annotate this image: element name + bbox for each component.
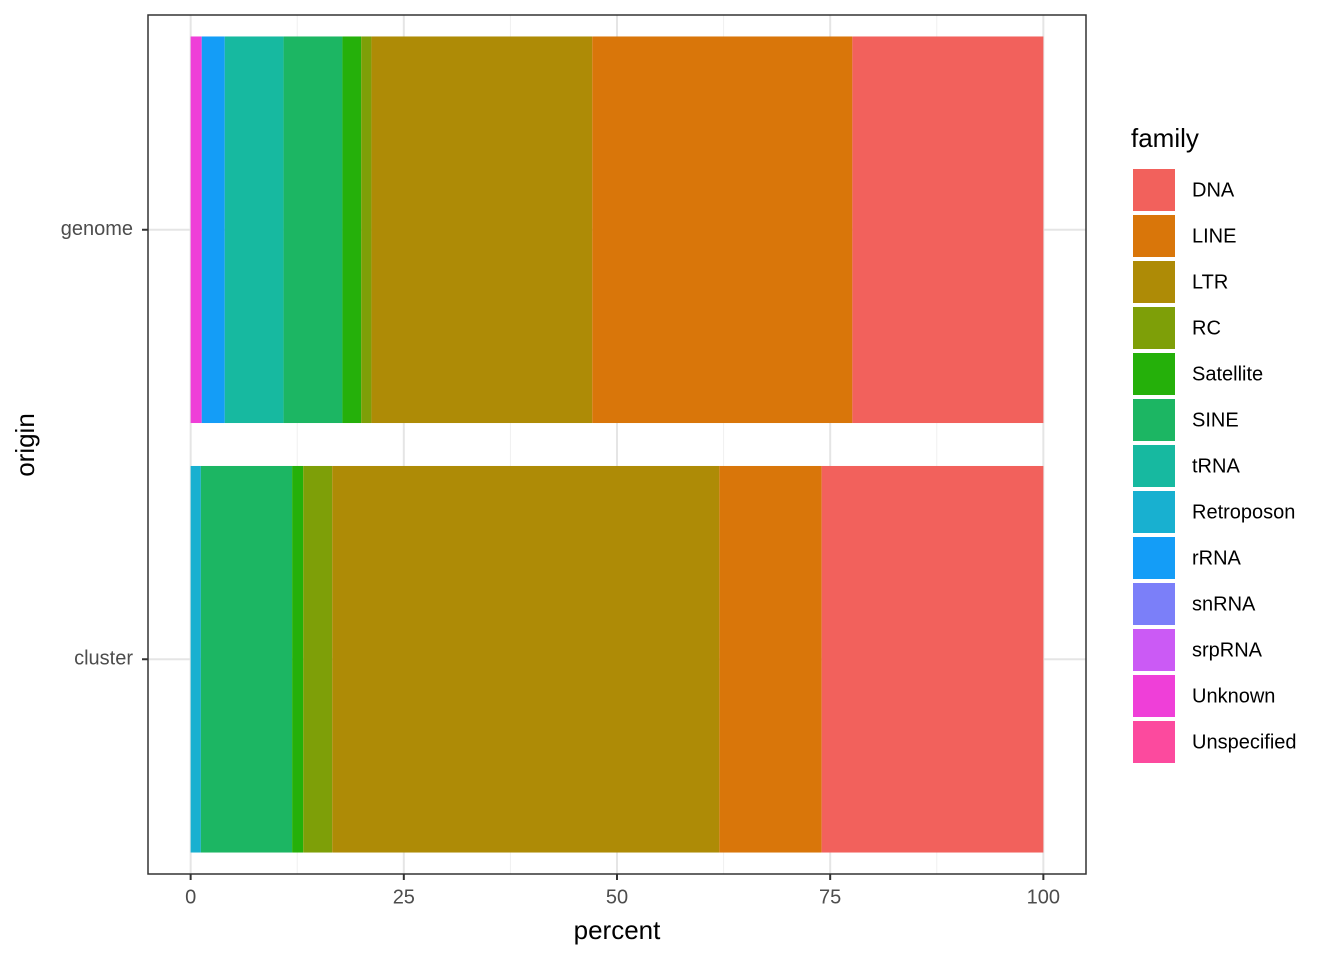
legend-label: Unspecified <box>1192 731 1297 753</box>
legend-key <box>1133 399 1175 441</box>
legend-key <box>1133 675 1175 717</box>
bar-segment <box>190 465 201 853</box>
bar-segment <box>719 465 822 853</box>
legend-key <box>1133 261 1175 303</box>
y-tick-label: genome <box>61 218 133 240</box>
bar-segment <box>224 36 284 424</box>
legend-label: rRNA <box>1192 547 1242 569</box>
y-axis-title: origin <box>10 413 40 477</box>
legend-label: srpRNA <box>1192 639 1263 661</box>
bar-segment <box>361 36 372 424</box>
bar-segment <box>852 36 1044 424</box>
legend-key <box>1133 169 1175 211</box>
legend-key <box>1133 583 1175 625</box>
bar-segment <box>283 36 343 424</box>
legend-label: LTR <box>1192 271 1228 293</box>
bar-segment <box>292 465 304 853</box>
legend-key <box>1133 307 1175 349</box>
legend-key <box>1133 629 1175 671</box>
legend-key <box>1133 215 1175 257</box>
bar-segment <box>190 36 202 424</box>
bar-segment <box>332 465 720 853</box>
bar-segment <box>201 36 225 424</box>
x-tick-label: 0 <box>185 886 196 908</box>
legend-label: LINE <box>1192 225 1236 247</box>
bar-segment <box>821 465 1044 853</box>
legend-label: RC <box>1192 317 1221 339</box>
y-tick-label: cluster <box>74 648 133 670</box>
x-axis-title: percent <box>574 915 661 945</box>
legend-key <box>1133 721 1175 763</box>
panel-border <box>147 14 1087 875</box>
x-tick-label: 50 <box>606 886 628 908</box>
bar-segment <box>592 36 853 424</box>
legend-label: Retroposon <box>1192 501 1295 523</box>
bar-segment <box>342 36 362 424</box>
legend-label: snRNA <box>1192 593 1256 615</box>
legend-key <box>1133 537 1175 579</box>
legend-key <box>1133 445 1175 487</box>
legend-label: tRNA <box>1192 455 1240 477</box>
legend-label: DNA <box>1192 179 1235 201</box>
bar-segment <box>371 36 593 424</box>
bar-segment <box>303 465 333 853</box>
legend-key <box>1133 491 1175 533</box>
legend-title: family <box>1131 123 1199 153</box>
legend-label: Satellite <box>1192 363 1263 385</box>
bar-segment <box>200 465 293 853</box>
legend-key <box>1133 353 1175 395</box>
x-tick-label: 75 <box>819 886 841 908</box>
x-tick-label: 100 <box>1027 886 1060 908</box>
legend-label: SINE <box>1192 409 1239 431</box>
legend-label: Unknown <box>1192 685 1275 707</box>
x-tick-label: 25 <box>393 886 415 908</box>
